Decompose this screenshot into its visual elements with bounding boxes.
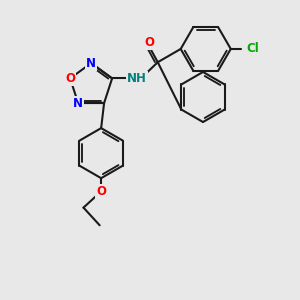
Text: NH: NH	[127, 72, 147, 85]
Text: N: N	[86, 57, 96, 70]
Text: N: N	[73, 97, 83, 110]
Text: O: O	[96, 185, 106, 198]
Text: Cl: Cl	[246, 43, 259, 56]
Text: O: O	[65, 72, 75, 85]
Text: O: O	[144, 36, 154, 49]
